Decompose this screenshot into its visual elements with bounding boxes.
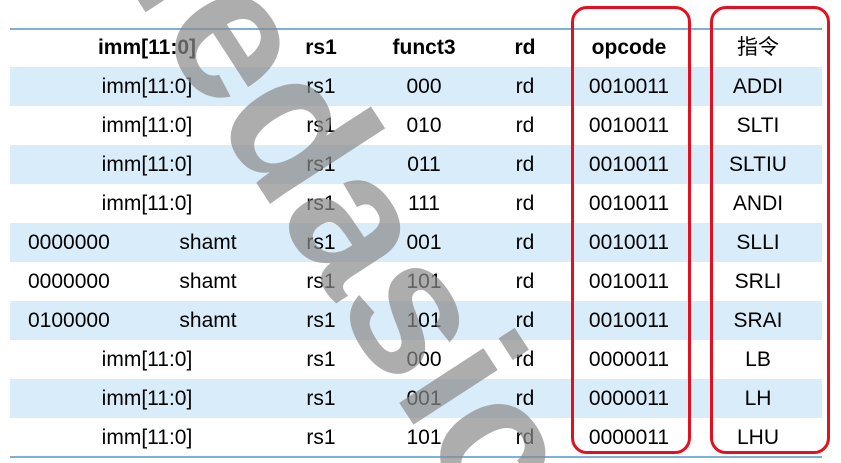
header-rs1: rs1	[305, 36, 337, 59]
header-imm: imm[11:0]	[97, 36, 197, 59]
cell-funct3: 111	[408, 192, 440, 215]
cell-instruction: SLLI	[736, 231, 780, 254]
cell-instruction: LB	[745, 348, 771, 371]
cell-imm: imm[11:0]	[101, 387, 193, 410]
cell-rs1: rs1	[306, 270, 336, 293]
cell-shamt: shamt	[179, 270, 237, 293]
cell-instruction: ANDI	[732, 192, 784, 215]
cell-opcode: 0010011	[588, 75, 670, 98]
cell-funct3: 010	[406, 114, 442, 137]
cell-imm: imm[11:0]	[101, 426, 193, 449]
cell-funct3: 011	[407, 153, 441, 176]
cell-rs1: rs1	[306, 348, 336, 371]
cell-funct3: 001	[406, 231, 442, 254]
cell-funct3: 000	[406, 348, 442, 371]
cell-imm: imm[11:0]	[101, 153, 193, 176]
cell-funct3: 101	[406, 426, 442, 449]
cell-instruction: SLTIU	[729, 153, 787, 176]
cell-rs1: rs1	[306, 75, 336, 98]
cell-instruction: SLTI	[736, 114, 780, 137]
cell-instruction: LH	[744, 387, 772, 410]
cell-shamt: shamt	[179, 231, 237, 254]
cell-instruction: LHU	[736, 426, 780, 449]
cell-rd: rd	[515, 270, 535, 293]
opcode-highlight-box	[571, 6, 691, 454]
cell-opcode: 0010011	[588, 309, 670, 332]
cell-rs1: rs1	[306, 114, 336, 137]
cell-imm: imm[11:0]	[101, 114, 193, 137]
cell-opcode: 0010011	[588, 231, 670, 254]
cell-rs1: rs1	[306, 153, 336, 176]
cell-rd: rd	[515, 114, 535, 137]
cell-instruction: SRLI	[734, 270, 782, 293]
header-instruction: 指令	[737, 36, 779, 59]
cell-upper-bits: 0000000	[28, 231, 110, 254]
cell-funct3: 101	[406, 309, 442, 332]
header-opcode: opcode	[591, 36, 667, 59]
table-row: 0000000 shamt rs1 001 rd 0010011 SLLI	[10, 223, 822, 262]
table-row: 0100000 shamt rs1 101 rd 0010011 SRAI	[10, 301, 822, 340]
table-top-rule	[10, 28, 822, 30]
table-row: imm[11:0] rs1 010 rd 0010011 SLTI	[10, 106, 822, 145]
cell-rd: rd	[515, 426, 535, 449]
table-row: imm[11:0] rs1 011 rd 0010011 SLTIU	[10, 145, 822, 184]
cell-opcode: 0010011	[588, 192, 670, 215]
cell-opcode: 0010011	[588, 270, 670, 293]
cell-opcode: 0000011	[588, 387, 670, 410]
cell-rs1: rs1	[306, 426, 336, 449]
cell-funct3: 000	[406, 75, 442, 98]
table-row: 0000000 shamt rs1 101 rd 0010011 SRLI	[10, 262, 822, 301]
instruction-highlight-box	[710, 6, 830, 454]
header-funct3: funct3	[392, 36, 456, 59]
cell-rs1: rs1	[306, 231, 336, 254]
cell-imm: imm[11:0]	[101, 192, 193, 215]
cell-instruction: SRAI	[733, 309, 783, 332]
cell-upper-bits: 0100000	[28, 309, 110, 332]
cell-imm: imm[11:0]	[101, 348, 193, 371]
cell-funct3: 001	[406, 387, 442, 410]
cell-opcode: 0010011	[588, 153, 670, 176]
table-row: imm[11:0] rs1 001 rd 0000011 LH	[10, 379, 822, 418]
cell-rs1: rs1	[306, 192, 336, 215]
table-row: imm[11:0] rs1 000 rd 0010011 ADDI	[10, 67, 822, 106]
cell-rd: rd	[515, 348, 535, 371]
cell-imm: imm[11:0]	[101, 75, 193, 98]
cell-rd: rd	[515, 231, 535, 254]
cell-opcode: 0010011	[588, 114, 670, 137]
table-row: imm[11:0] rs1 101 rd 0000011 LHU	[10, 418, 822, 457]
cell-shamt: shamt	[179, 309, 237, 332]
cell-rd: rd	[515, 75, 535, 98]
cell-rs1: rs1	[306, 387, 336, 410]
cell-rd: rd	[515, 153, 535, 176]
table-header-row: imm[11:0] rs1 funct3 rd opcode 指令	[10, 28, 822, 67]
cell-funct3: 101	[406, 270, 442, 293]
table-bottom-rule	[10, 456, 822, 458]
cell-rd: rd	[515, 387, 535, 410]
cell-rs1: rs1	[306, 309, 336, 332]
cell-rd: rd	[515, 192, 535, 215]
cell-upper-bits: 0000000	[28, 270, 110, 293]
table-row: imm[11:0] rs1 000 rd 0000011 LB	[10, 340, 822, 379]
cell-rd: rd	[515, 309, 535, 332]
cell-instruction: ADDI	[732, 75, 784, 98]
header-rd: rd	[514, 36, 536, 59]
cell-opcode: 0000011	[588, 426, 670, 449]
cell-opcode: 0000011	[588, 348, 670, 371]
table-row: imm[11:0] rs1 111 rd 0010011 ANDI	[10, 184, 822, 223]
